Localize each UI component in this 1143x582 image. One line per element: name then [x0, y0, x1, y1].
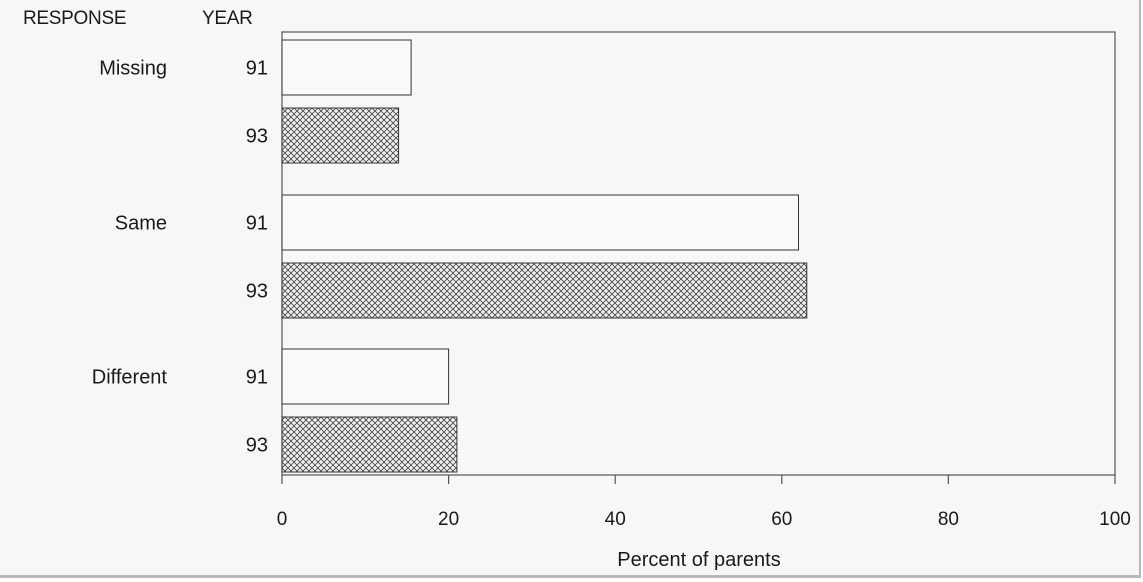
x-tick-label-40: 40 [605, 509, 626, 530]
year-label-missing-91: 91 [246, 58, 268, 80]
year-label-different-91: 91 [246, 367, 268, 389]
bar-missing-93 [281, 107, 400, 164]
category-label-missing: Missing [99, 58, 167, 80]
category-labels: Missing Same Different [92, 58, 168, 389]
x-tick-label-80: 80 [938, 509, 959, 530]
bar-same-91 [281, 194, 799, 251]
year-label-same-93: 93 [246, 281, 268, 303]
bar-same-93 [281, 262, 808, 319]
year-column-header: YEAR [202, 8, 253, 29]
x-tick-label-60: 60 [771, 509, 792, 530]
bars-group [281, 39, 808, 473]
x-tick-label-0: 0 [277, 509, 288, 530]
year-label-different-93: 93 [246, 435, 268, 457]
x-axis-ticks: 0 20 40 60 80 100 [277, 475, 1131, 530]
x-tick-label-100: 100 [1099, 509, 1131, 530]
x-axis-label: Percent of parents [617, 549, 780, 571]
year-label-missing-93: 93 [246, 126, 268, 148]
bar-missing-91 [281, 39, 412, 96]
x-tick-label-20: 20 [438, 509, 459, 530]
bar-different-93 [281, 416, 458, 473]
category-label-different: Different [92, 367, 168, 389]
bar-different-91 [281, 348, 450, 405]
response-column-header: RESPONSE [23, 8, 126, 29]
year-label-same-91: 91 [246, 213, 268, 235]
year-labels: 91 93 91 93 91 93 [246, 58, 268, 457]
plot-frame [281, 31, 1116, 476]
category-label-same: Same [115, 213, 167, 235]
